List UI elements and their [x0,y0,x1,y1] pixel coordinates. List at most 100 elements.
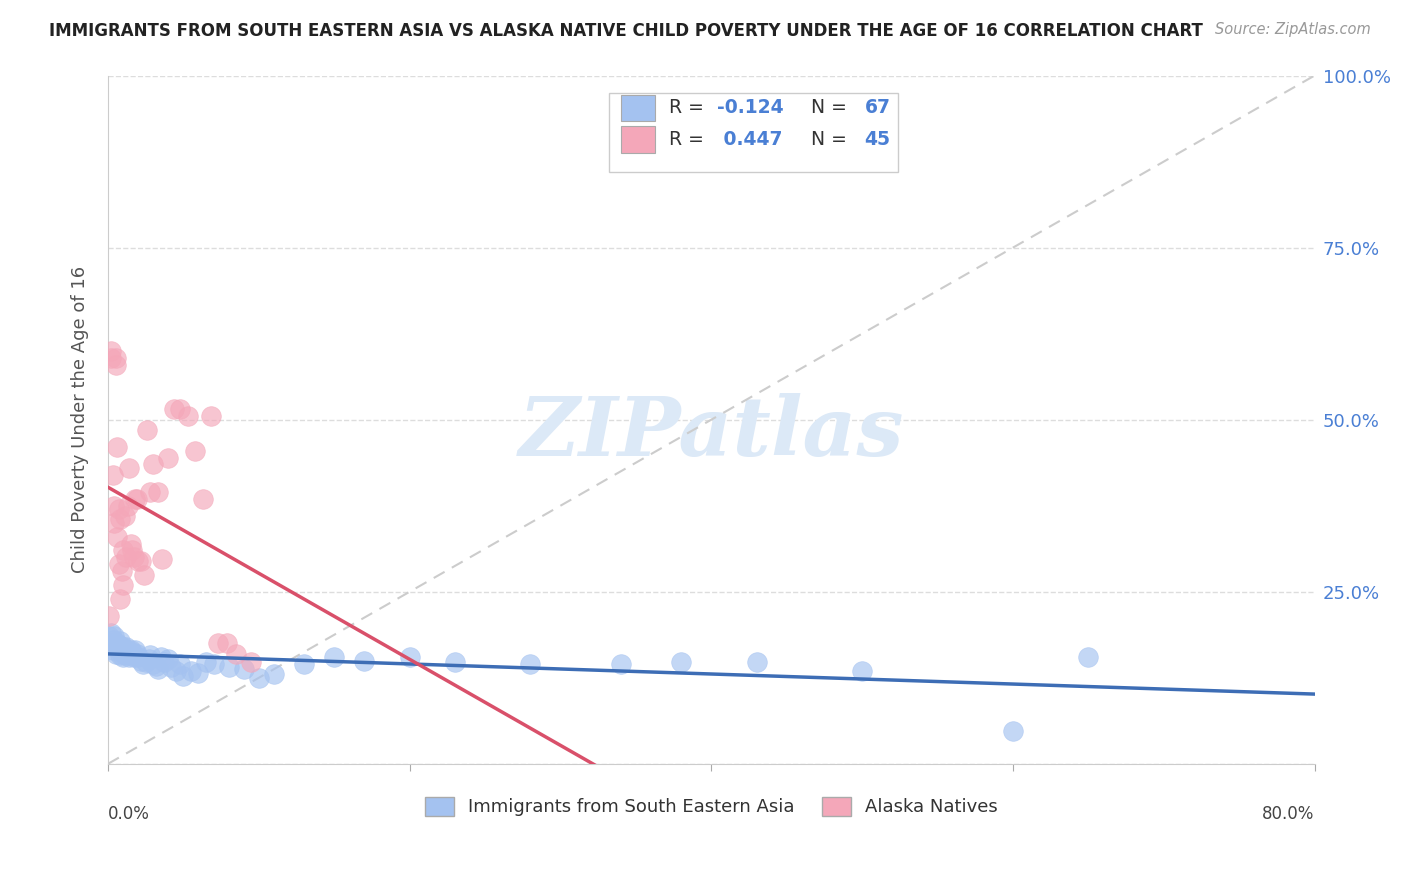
Point [444,655,467,669]
Point [157,450,180,465]
Point [114,509,136,524]
FancyBboxPatch shape [621,127,655,153]
Text: R =: R = [669,98,710,118]
Point [142,458,165,472]
Point [851,664,873,678]
Point [101,632,124,647]
Point [121,543,143,558]
Point [218,660,240,674]
Point [180,664,202,678]
Point [169,657,191,671]
Point [292,657,315,671]
Y-axis label: Child Poverty Under the Age of 16: Child Poverty Under the Age of 16 [72,266,89,574]
Point [1077,650,1099,665]
Point [104,358,127,372]
Point [177,409,200,424]
Point [200,409,222,424]
Point [139,485,162,500]
Text: 0.447: 0.447 [717,130,783,149]
Point [114,643,136,657]
Text: R =: R = [669,130,710,149]
Point [146,485,169,500]
Point [323,650,346,665]
Point [112,543,135,558]
Point [152,655,174,669]
Point [105,440,128,454]
Point [104,640,127,654]
Point [107,639,129,653]
Point [98,608,121,623]
Point [118,650,141,665]
Point [112,578,135,592]
Point [120,648,142,662]
Point [669,655,692,669]
Point [247,671,270,685]
Point [157,652,180,666]
Point [108,591,131,606]
Point [195,655,218,669]
Point [103,499,125,513]
Point [149,650,172,665]
Point [117,645,139,659]
Point [353,654,375,668]
Point [118,460,141,475]
Point [107,558,129,572]
Point [120,643,142,657]
Point [124,643,146,657]
Point [100,636,122,650]
Point [98,630,121,644]
Point [129,554,152,568]
Point [105,530,128,544]
Point [100,626,122,640]
Point [519,657,541,671]
Point [110,641,132,656]
Point [100,343,122,358]
FancyBboxPatch shape [621,95,655,121]
Text: IMMIGRANTS FROM SOUTH EASTERN ASIA VS ALASKA NATIVE CHILD POVERTY UNDER THE AGE : IMMIGRANTS FROM SOUTH EASTERN ASIA VS AL… [49,22,1204,40]
Point [105,641,128,656]
Point [135,655,157,669]
Point [107,643,129,657]
Text: Source: ZipAtlas.com: Source: ZipAtlas.com [1215,22,1371,37]
Point [263,667,285,681]
Text: ZIPatlas: ZIPatlas [519,393,904,474]
Point [146,662,169,676]
Point [217,636,239,650]
Legend: Immigrants from South Eastern Asia, Alaska Natives: Immigrants from South Eastern Asia, Alas… [418,789,1005,823]
Point [163,402,186,417]
Point [136,423,159,437]
Point [207,636,229,650]
Text: 0.0%: 0.0% [108,805,150,823]
Point [745,655,768,669]
Point [100,351,122,365]
Point [103,516,125,530]
Point [112,650,135,665]
Point [150,551,173,566]
Point [122,550,145,565]
Point [101,643,124,657]
Point [127,554,149,568]
Point [115,640,138,654]
Point [101,467,124,482]
Point [108,648,131,662]
Point [110,564,132,578]
Point [145,659,167,673]
Point [138,652,160,666]
Point [103,636,125,650]
Point [131,657,153,671]
Point [139,648,162,662]
Point [202,657,225,671]
Point [129,654,152,668]
Point [125,491,148,506]
FancyBboxPatch shape [609,93,898,172]
Point [169,402,191,417]
Point [124,491,146,506]
Point [110,645,132,659]
Point [172,669,194,683]
Text: 45: 45 [865,130,890,149]
Point [610,657,633,671]
Point [165,664,187,678]
Point [398,650,420,665]
Point [225,647,247,661]
Point [125,647,148,661]
